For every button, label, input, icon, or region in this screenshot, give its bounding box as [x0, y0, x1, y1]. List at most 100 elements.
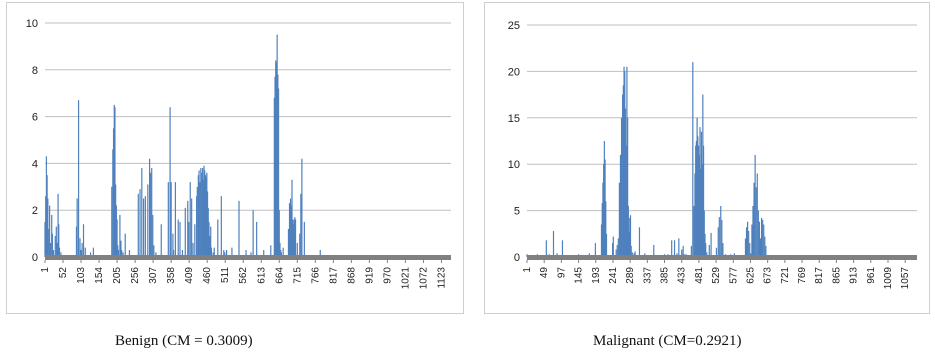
data-bar — [627, 205, 629, 257]
data-bar — [718, 217, 720, 257]
data-bar — [169, 107, 171, 258]
data-bar — [600, 224, 603, 257]
data-bar — [44, 221, 46, 257]
x-tick-label: 769 — [797, 267, 808, 284]
data-bar — [303, 221, 305, 257]
data-bar — [744, 238, 747, 257]
data-bar — [622, 94, 624, 257]
data-bar — [753, 182, 755, 257]
data-bar — [153, 245, 155, 257]
data-bar — [77, 100, 80, 257]
data-bar — [703, 210, 705, 257]
data-bar — [150, 172, 152, 257]
x-tick-label: 919 — [364, 267, 375, 284]
data-bar — [273, 97, 275, 257]
data-bar — [759, 238, 762, 257]
data-bar — [603, 164, 605, 257]
data-bar — [142, 198, 145, 257]
x-tick-label: 49 — [539, 267, 550, 279]
data-bar — [695, 145, 697, 257]
data-bar — [611, 243, 614, 257]
data-bar — [174, 182, 176, 257]
data-bar — [206, 172, 208, 257]
data-bar — [601, 203, 603, 257]
data-bar — [191, 198, 193, 257]
x-tick-label: 529 — [711, 267, 722, 284]
data-bar — [752, 205, 754, 257]
data-bar — [275, 60, 277, 257]
data-bar — [205, 177, 207, 257]
data-bar — [623, 66, 625, 257]
y-tick-label: 8 — [32, 65, 38, 77]
data-bar — [299, 233, 301, 257]
data-bar — [619, 154, 622, 257]
data-bar — [250, 252, 252, 257]
data-bar — [693, 205, 695, 257]
data-bar — [275, 62, 278, 257]
data-bar — [79, 238, 81, 257]
data-bar — [694, 173, 696, 257]
data-bar — [245, 249, 247, 257]
malignant-caption: Malignant (CM=0.2921) — [593, 333, 742, 349]
x-tick-label: 961 — [866, 267, 877, 284]
data-bar — [701, 164, 703, 257]
data-bar — [561, 240, 564, 257]
data-bar — [290, 205, 292, 257]
data-bar — [256, 221, 258, 257]
data-bar — [155, 252, 157, 257]
data-bar — [148, 158, 151, 257]
data-bar — [89, 252, 92, 257]
x-tick-label: 1072 — [418, 267, 429, 290]
data-bar — [634, 251, 636, 257]
data-bar — [749, 243, 751, 257]
data-bar — [170, 182, 172, 257]
data-bar — [698, 154, 700, 257]
x-tick-label: 193 — [591, 267, 602, 284]
data-bar — [202, 179, 204, 257]
data-bar — [626, 66, 628, 257]
data-bar — [710, 232, 712, 257]
data-bar — [682, 245, 684, 257]
x-tick-label: 625 — [745, 267, 756, 284]
y-tick-label: 10 — [508, 159, 520, 171]
x-tick-label: 970 — [382, 267, 393, 284]
data-bar — [209, 235, 211, 257]
data-bar — [56, 242, 58, 257]
data-bar — [204, 175, 207, 257]
data-bar — [195, 196, 198, 257]
y-tick-label: 5 — [514, 206, 520, 218]
data-bar — [715, 247, 718, 257]
x-tick-label: 385 — [660, 267, 671, 284]
data-bar — [748, 231, 750, 257]
data-bar — [624, 108, 627, 258]
data-bar — [200, 168, 202, 257]
data-bar — [206, 191, 209, 257]
x-tick-label: 913 — [849, 267, 860, 284]
data-bar — [141, 168, 143, 257]
data-bar — [199, 182, 201, 257]
data-bar — [210, 247, 213, 257]
malignant-chart-panel: 0 5 10 15 20 25 1 49 97 145 193 241 289 337 385 433 481 5… — [484, 2, 930, 314]
data-bar — [252, 210, 254, 257]
data-bar — [277, 88, 280, 258]
data-bar — [629, 218, 631, 257]
x-tick-label: 562 — [238, 267, 249, 284]
data-bar — [764, 236, 766, 257]
data-bar — [720, 205, 722, 257]
data-bar — [51, 233, 54, 257]
data-bar — [58, 247, 61, 257]
data-bar — [552, 231, 555, 257]
x-tick-label: 766 — [310, 267, 321, 284]
benign-chart: 0 2 4 6 8 10 1 52 103 154 205 256 307 358 409 460 511 562… — [26, 18, 451, 290]
data-bar — [287, 228, 290, 257]
x-tick-label: 664 — [274, 267, 285, 284]
y-tick-label: 6 — [32, 112, 38, 124]
data-bar — [60, 252, 62, 257]
data-bar — [545, 240, 547, 257]
data-bar — [765, 245, 767, 257]
data-bar — [319, 249, 321, 257]
x-axis-band — [527, 255, 917, 260]
data-bar — [278, 210, 280, 257]
data-bar — [722, 243, 724, 257]
data-bar — [160, 224, 162, 257]
